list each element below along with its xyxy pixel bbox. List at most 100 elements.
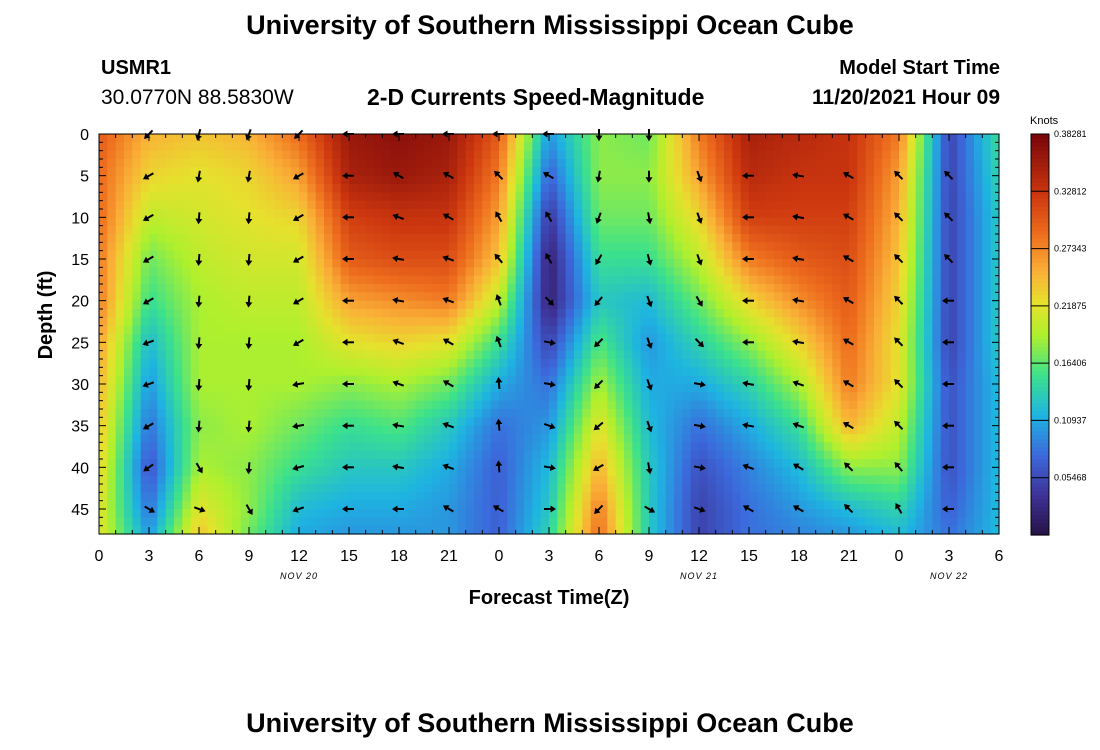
heatmap-cell (174, 184, 183, 193)
heatmap-cell (482, 342, 492, 352)
heatmap-cell (232, 517, 242, 527)
heatmap-cell (882, 150, 892, 160)
heatmap-cell (457, 225, 467, 235)
heatmap-cell (374, 142, 383, 152)
heatmap-cell (532, 384, 542, 393)
heatmap-cell (740, 325, 750, 335)
heatmap-cell (524, 184, 533, 193)
heatmap-cell (665, 317, 675, 327)
heatmap-cell (624, 234, 633, 243)
heatmap-cell (432, 384, 442, 393)
heatmap-cell (874, 325, 883, 335)
heatmap-cell (857, 292, 867, 302)
heatmap-cell (199, 484, 208, 493)
heatmap-cell (682, 267, 692, 277)
heatmap-cell (324, 167, 333, 177)
heatmap-cell (732, 134, 742, 143)
heatmap-cell (440, 400, 450, 410)
heatmap-cell (824, 384, 833, 393)
heatmap-cell (799, 409, 808, 418)
heatmap-cell (207, 159, 217, 168)
heatmap-cell (774, 150, 783, 160)
heatmap-cell (899, 450, 908, 460)
heatmap-cell (640, 134, 650, 143)
heatmap-cell (540, 159, 550, 168)
heatmap-cell (582, 200, 592, 210)
heatmap-cell (265, 159, 275, 168)
heatmap-cell (249, 325, 258, 335)
heatmap-cell (390, 484, 400, 493)
heatmap-cell (357, 184, 367, 193)
heatmap-cell (915, 509, 925, 518)
heatmap-cell (390, 275, 400, 285)
heatmap-cell (382, 167, 392, 177)
heatmap-cell (724, 317, 733, 327)
heatmap-cell (424, 167, 433, 177)
heatmap-cell (382, 292, 392, 302)
heatmap-cell (540, 492, 550, 502)
heatmap-cell (832, 350, 842, 360)
heatmap-cell (457, 267, 467, 277)
heatmap-cell (590, 192, 600, 202)
heatmap-cell (324, 367, 333, 377)
heatmap-cell (715, 134, 725, 143)
heatmap-cell (632, 442, 642, 452)
heatmap-cell (690, 417, 700, 427)
heatmap-cell (124, 350, 133, 360)
heatmap-cell (299, 325, 308, 335)
heatmap-cell (899, 509, 908, 518)
heatmap-cell (949, 175, 958, 185)
heatmap-cell (257, 250, 267, 260)
heatmap-cell (907, 284, 917, 293)
heatmap-cell (207, 475, 217, 485)
heatmap-cell (365, 234, 375, 243)
heatmap-cell (990, 342, 1000, 352)
heatmap-cell (890, 200, 900, 210)
heatmap-cell (457, 292, 467, 302)
heatmap-cell (524, 150, 533, 160)
heatmap-cell (157, 334, 167, 343)
heatmap-cell (924, 192, 933, 202)
heatmap-cell (449, 367, 458, 377)
heatmap-cell (282, 434, 292, 443)
heatmap-cell (415, 225, 425, 235)
heatmap-cell (165, 267, 175, 277)
heatmap-cell (482, 467, 492, 477)
heatmap-cell (599, 192, 608, 202)
heatmap-cell (365, 242, 375, 252)
heatmap-cell (982, 425, 992, 435)
heatmap-cell (265, 284, 275, 293)
heatmap-cell (524, 275, 533, 285)
heatmap-cell (857, 500, 867, 510)
heatmap-cell (932, 400, 942, 410)
heatmap-cell (665, 225, 675, 235)
heatmap-cell (632, 234, 642, 243)
heatmap-cell (482, 184, 492, 193)
heatmap-cell (565, 459, 575, 468)
heatmap-cell (757, 359, 767, 368)
heatmap-cell (990, 309, 1000, 318)
chart-title: 2-D Currents Speed-Magnitude (367, 84, 705, 110)
heatmap-cell (665, 167, 675, 177)
heatmap-cell (899, 350, 908, 360)
heatmap-cell (832, 325, 842, 335)
heatmap-cell (657, 325, 667, 335)
heatmap-cell (707, 159, 717, 168)
heatmap-cell (465, 167, 475, 177)
heatmap-cell (924, 425, 933, 435)
heatmap-cell (232, 175, 242, 185)
heatmap-cell (857, 200, 867, 210)
heatmap-cell (574, 184, 583, 193)
heatmap-cell (790, 200, 800, 210)
heatmap-cell (932, 309, 942, 318)
heatmap-cell (932, 409, 942, 418)
heatmap-cell (357, 392, 367, 402)
heatmap-cell (315, 367, 325, 377)
heatmap-cell (240, 500, 250, 510)
heatmap-cell (432, 225, 442, 235)
heatmap-cell (149, 309, 158, 318)
heatmap-cell (290, 467, 300, 477)
heatmap-cell (390, 284, 400, 293)
heatmap-cell (324, 400, 333, 410)
heatmap-cell (724, 509, 733, 518)
